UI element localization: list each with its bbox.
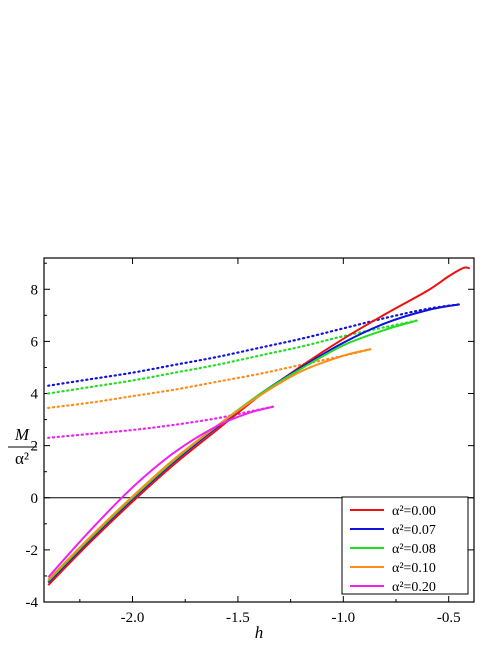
- y-axis-title-numerator: M: [14, 425, 30, 444]
- y-tick-label: -2: [26, 543, 39, 559]
- x-tick-label: -2.0: [121, 610, 145, 626]
- legend-label: α²=0.08: [392, 542, 436, 557]
- series-4-dotted-line: [47, 405, 275, 439]
- series-4-line: [47, 405, 274, 578]
- x-tick-label: -1.0: [331, 610, 355, 626]
- plot-frame: [43, 257, 475, 603]
- legend-label: α²=0.07: [392, 523, 436, 538]
- y-tick-label: 0: [31, 491, 39, 507]
- x-axis-title: h: [255, 623, 264, 642]
- legend-box: [341, 496, 469, 595]
- series-0-line: [47, 266, 471, 586]
- series-2-dotted-line: [47, 319, 419, 395]
- x-tick-label: -1.5: [226, 610, 250, 626]
- y-tick-label: 8: [31, 282, 39, 298]
- y-tick-label: 6: [31, 334, 39, 350]
- y-tick-label: -4: [26, 595, 39, 611]
- series-1-dotted-line: [47, 303, 461, 387]
- legend-label: α²=0.10: [392, 561, 436, 576]
- y-tick-label: 4: [31, 387, 39, 403]
- legend-label: α²=0.20: [392, 580, 436, 595]
- legend-items: α²=0.00 α²=0.07 α²=0.08 α²=0.10 α²=0.20: [350, 504, 436, 595]
- y-axis-title: M α²: [8, 425, 37, 468]
- legend: α²=0.00 α²=0.07 α²=0.08 α²=0.10 α²=0.20: [341, 496, 469, 595]
- legend-label: α²=0.00: [392, 504, 436, 519]
- y-axis-title-denominator: α²: [15, 449, 29, 468]
- series-3-dotted-line: [47, 348, 372, 409]
- x-tick-label: -0.5: [437, 610, 461, 626]
